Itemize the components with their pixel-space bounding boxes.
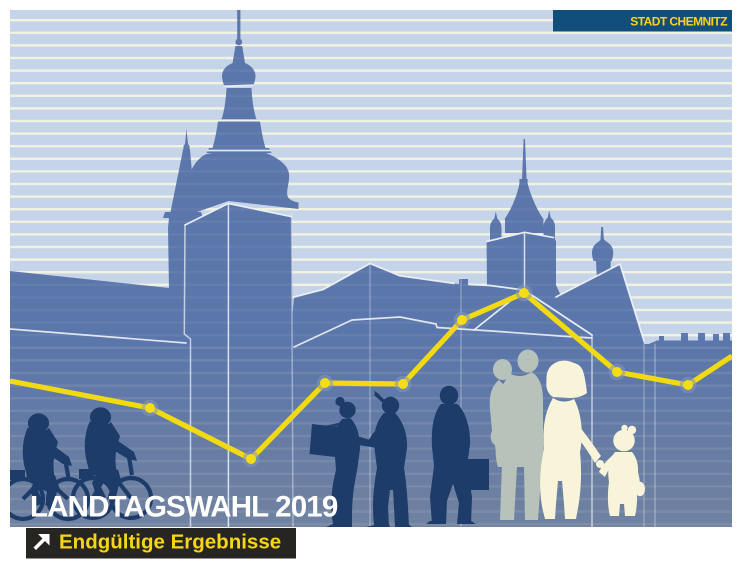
svg-text:Endgültige Ergebnisse: Endgültige Ergebnisse	[59, 531, 281, 554]
svg-text:LANDTAGSWAHL 2019: LANDTAGSWAHL 2019	[30, 491, 338, 524]
svg-text:STADT CHEMNITZ: STADT CHEMNITZ	[630, 15, 727, 29]
